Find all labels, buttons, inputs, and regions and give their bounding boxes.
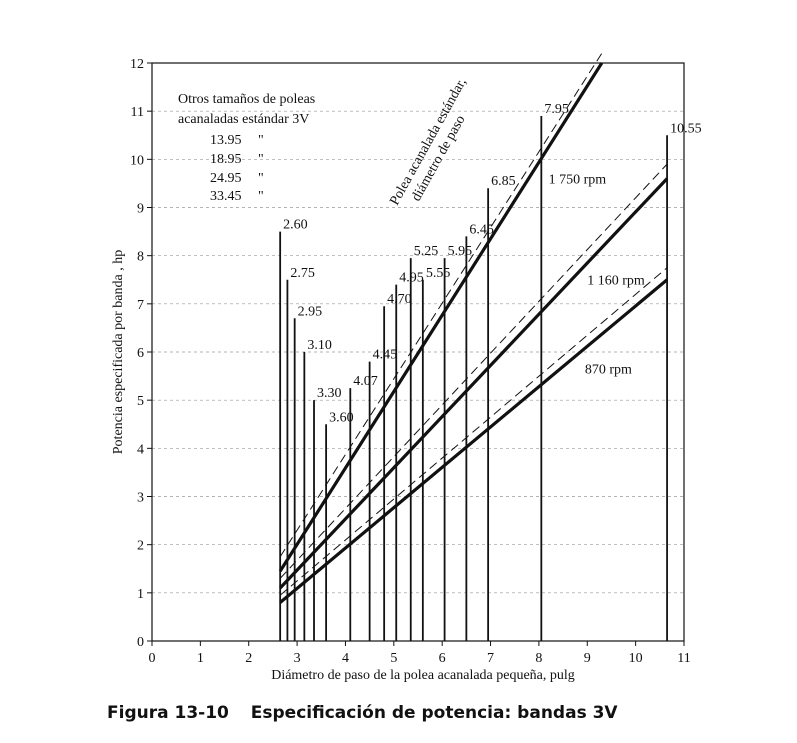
sheave-label-2.95: 2.95 bbox=[298, 304, 323, 319]
y-tick-label-9: 9 bbox=[137, 202, 144, 217]
other-sizes-title-1: Otros tamaños de poleas bbox=[178, 92, 315, 107]
y-tick-label-11: 11 bbox=[131, 105, 144, 120]
rotated-sheave-note: Polea acanalada estándar, diámetro de pa… bbox=[387, 76, 469, 208]
series-label-1-750-rpm: 1 750 rpm bbox=[549, 172, 607, 187]
sheave-label-2.75: 2.75 bbox=[290, 266, 315, 281]
figure-caption: Figura 13-10 Especificación de potencia:… bbox=[107, 703, 618, 723]
x-tick-label-5: 5 bbox=[390, 651, 397, 666]
other-size-2: 18.95 bbox=[210, 152, 242, 167]
sheave-label-2.60: 2.60 bbox=[283, 218, 308, 233]
sheave-label-7.95: 7.95 bbox=[544, 102, 569, 117]
rating-dashed-line-1-750-rpm bbox=[279, 53, 603, 557]
other-sizes-note: Otros tamaños de poleas acanaladas están… bbox=[178, 92, 315, 204]
y-tick-label-8: 8 bbox=[137, 250, 144, 265]
rating-line-870-rpm bbox=[279, 278, 669, 604]
rating-line-1-160-rpm bbox=[279, 177, 669, 590]
sheave-lines-layer bbox=[279, 115, 668, 641]
x-tick-label-4: 4 bbox=[342, 651, 349, 666]
x-tick-label-11: 11 bbox=[677, 651, 690, 666]
sheave-label-4.95: 4.95 bbox=[399, 271, 424, 286]
y-tick-label-10: 10 bbox=[130, 153, 144, 168]
rating-line-1-750-rpm bbox=[278, 62, 604, 573]
figure-number: Figura 13-10 bbox=[107, 703, 229, 723]
x-tick-label-2: 2 bbox=[245, 651, 252, 666]
series-label-1-160-rpm: 1 160 rpm bbox=[587, 274, 645, 289]
x-tick-label-0: 0 bbox=[149, 651, 156, 666]
other-size-4: 33.45 bbox=[210, 189, 242, 204]
sheave-label-5.95: 5.95 bbox=[448, 244, 473, 259]
x-tick-label-6: 6 bbox=[439, 651, 446, 666]
rating-dashed-line-1-160-rpm bbox=[279, 163, 668, 579]
sheave-label-3.10: 3.10 bbox=[307, 338, 332, 353]
sheave-label-6.45: 6.45 bbox=[469, 222, 494, 237]
x-tick-label-1: 1 bbox=[197, 651, 204, 666]
rating-dashed-line-870-rpm bbox=[279, 267, 668, 596]
series-label-870-rpm: 870 rpm bbox=[585, 363, 632, 378]
x-tick-label-8: 8 bbox=[535, 651, 542, 666]
x-tick-label-7: 7 bbox=[487, 651, 494, 666]
y-tick-label-7: 7 bbox=[137, 298, 144, 313]
sheave-label-4.07: 4.07 bbox=[353, 374, 378, 389]
y-tick-label-5: 5 bbox=[137, 394, 144, 409]
y-tick-label-3: 3 bbox=[137, 491, 144, 506]
x-axis-label: Diámetro de paso de la polea acanalada p… bbox=[271, 668, 575, 683]
ditto-mark-2: " bbox=[258, 152, 264, 167]
sheave-label-3.30: 3.30 bbox=[317, 386, 342, 401]
ditto-mark-1: " bbox=[258, 133, 264, 148]
y-axis-label: Potencia especificada por banda , hp bbox=[111, 250, 126, 454]
y-tick-label-6: 6 bbox=[137, 346, 144, 361]
other-size-3: 24.95 bbox=[210, 171, 242, 186]
ditto-mark-3: " bbox=[258, 171, 264, 186]
x-tick-label-9: 9 bbox=[584, 651, 591, 666]
other-sizes-title-2: acanaladas estándar 3V bbox=[178, 112, 309, 127]
y-tick-label-12: 12 bbox=[130, 57, 144, 72]
other-size-1: 13.95 bbox=[210, 133, 242, 148]
sheave-label-3.60: 3.60 bbox=[329, 410, 354, 425]
x-tick-label-3: 3 bbox=[294, 651, 301, 666]
sheave-label-10.55: 10.55 bbox=[670, 121, 702, 136]
x-tick-label-10: 10 bbox=[629, 651, 643, 666]
y-tick-label-4: 4 bbox=[137, 442, 144, 457]
figure-title: Especificación de potencia: bandas 3V bbox=[250, 703, 618, 723]
sheave-label-6.85: 6.85 bbox=[491, 174, 516, 189]
sheave-label-5.25: 5.25 bbox=[414, 244, 439, 259]
y-tick-label-1: 1 bbox=[137, 587, 144, 602]
y-tick-label-2: 2 bbox=[137, 539, 144, 554]
rating-lines-layer bbox=[278, 53, 669, 604]
sheave-label-5.55: 5.55 bbox=[426, 266, 451, 281]
ditto-mark-4: " bbox=[258, 189, 264, 204]
sheave-label-4.70: 4.70 bbox=[387, 292, 412, 307]
axis-ticks-layer bbox=[147, 62, 685, 646]
y-tick-label-0: 0 bbox=[137, 635, 144, 650]
sheave-label-4.45: 4.45 bbox=[373, 348, 398, 363]
